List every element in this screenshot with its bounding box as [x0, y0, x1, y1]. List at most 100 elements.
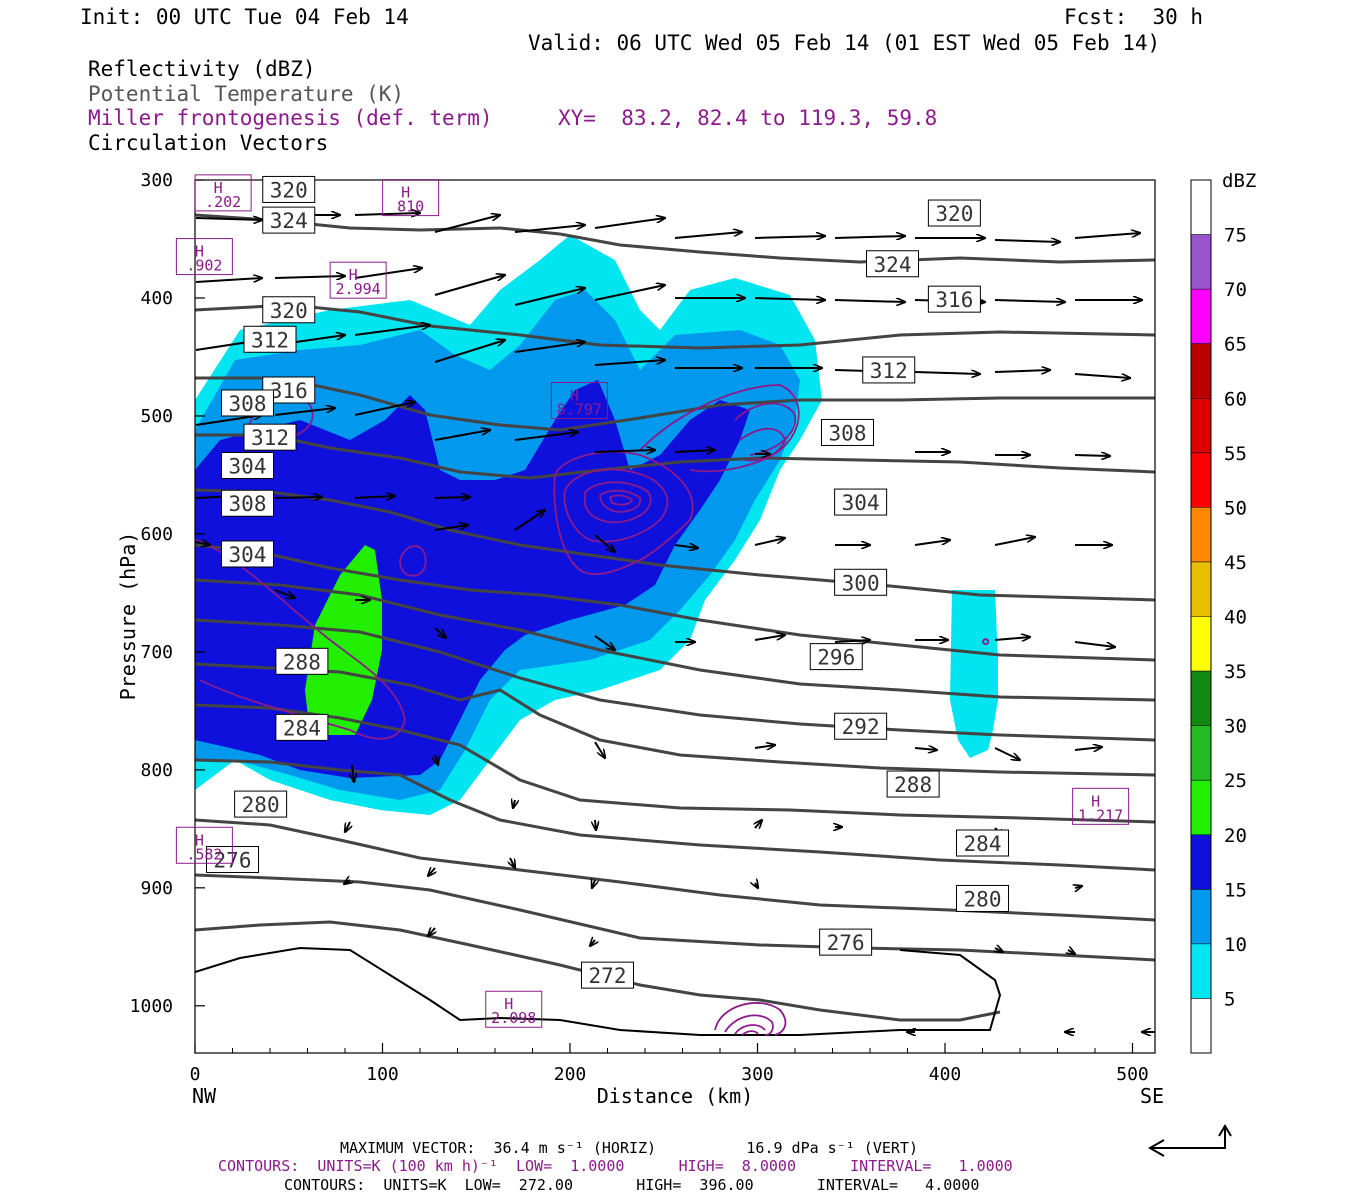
- theta-label-box: [221, 540, 274, 568]
- reflectivity-20dbz: [305, 545, 382, 735]
- theta-label: 320: [262, 296, 316, 324]
- frontogenesis-max-labels: H.202H810H.902H2.994H8.797H2.098H1.217H.…: [175, 174, 1130, 1028]
- colorbar-swatch: [1191, 725, 1211, 781]
- colorbar-swatch: [1191, 671, 1211, 726]
- theta-contour-bottom: [195, 946, 1002, 1036]
- x-tick-label: 500: [1116, 1064, 1149, 1085]
- circulation-vector: [754, 298, 825, 300]
- theta-label-box: [221, 389, 274, 417]
- theta-label-box: [927, 285, 981, 313]
- circulation-vector: [1074, 233, 1140, 239]
- circulation-vector: [994, 300, 1065, 302]
- se-label: SE: [1140, 1084, 1164, 1108]
- frontogenesis-max-box: [382, 179, 440, 217]
- circulation-vector: [594, 741, 605, 758]
- frontogenesis-max-h: H: [195, 243, 204, 261]
- theta-label: 280: [234, 790, 288, 818]
- theta-label-text: 288: [894, 773, 932, 797]
- theta-label: 324: [866, 250, 919, 278]
- theta-label: 288: [275, 647, 329, 675]
- theta-label-box: [819, 928, 873, 956]
- theta-label-text: 296: [817, 646, 855, 670]
- theta-label-text: 304: [229, 454, 267, 478]
- colorbar-swatch: [1191, 889, 1211, 944]
- theta-label-box: [262, 175, 316, 203]
- colorbar-level-label: 30: [1224, 716, 1247, 738]
- circulation-vectors: [195, 213, 1155, 1032]
- theta-label: 304: [834, 488, 888, 516]
- theta-label: 308: [221, 489, 274, 517]
- circulation-vector: [354, 268, 422, 279]
- theta-label-text: 292: [842, 715, 880, 739]
- theta-label-text: 312: [251, 328, 289, 352]
- frontogenesis-max-h: H: [214, 179, 223, 197]
- theta-label-box: [275, 713, 329, 741]
- circulation-vector: [994, 537, 1035, 546]
- circulation-vector: [595, 819, 596, 830]
- theta-label-box: [821, 418, 874, 446]
- frontogenesis-max-box: [329, 261, 387, 299]
- theta-label-text: 320: [270, 299, 308, 323]
- colorbar-level-label: 50: [1224, 497, 1247, 519]
- theta-contour-296: [195, 618, 1155, 742]
- theta-contour-272: [195, 920, 1001, 1022]
- circulation-vector: [674, 232, 742, 239]
- circulation-vector: [995, 948, 1003, 952]
- frontogenesis-max: H2.098: [485, 990, 543, 1028]
- frontogenesis-max-h: H: [401, 184, 410, 202]
- theta-label: 300: [834, 568, 888, 596]
- circulation-vector: [674, 545, 698, 548]
- plot-frame: [194, 179, 1156, 1054]
- colorbar-level-label: 35: [1224, 661, 1247, 683]
- frontogenesis-max-value: .202: [205, 193, 241, 211]
- frontogenesis-contour: [739, 427, 786, 462]
- frontogenesis-max-h: H: [1091, 792, 1100, 810]
- frontogenesis-max: H.202: [194, 174, 252, 212]
- circulation-vector: [195, 278, 262, 283]
- frontogenesis-max-value: 8.797: [557, 401, 602, 419]
- circulation-vector: [195, 218, 262, 220]
- colorbar-swatch: [1191, 507, 1211, 562]
- circulation-vector: [994, 747, 1020, 760]
- frontogenesis-contour: [608, 494, 634, 506]
- frontogenesis-contour: [195, 539, 406, 740]
- theta-label-box: [834, 568, 888, 596]
- theta-label-text: 284: [964, 832, 1002, 856]
- circulation-vector: [354, 496, 395, 498]
- circulation-vector: [994, 240, 1060, 242]
- frontogenesis-max-box: [1072, 787, 1130, 825]
- circulation-vector: [834, 640, 870, 642]
- circulation-vector: [514, 288, 585, 306]
- field-frontogenesis: Miller frontogenesis (def. term): [88, 106, 493, 130]
- x-axis-title: Distance (km): [597, 1084, 754, 1108]
- circulation-vector: [594, 218, 665, 229]
- theta-label-text: 304: [842, 491, 880, 515]
- theta-label-box: [956, 884, 1009, 912]
- theta-contour-280: [195, 818, 1155, 922]
- circulation-vector: [754, 538, 785, 546]
- frontogenesis-max-box: [194, 174, 252, 212]
- circulation-vector: [434, 627, 446, 638]
- circulation-vector: [994, 370, 1050, 372]
- cross-section-xy: XY= 83.2, 82.4 to 119.3, 59.8: [558, 106, 938, 130]
- circulation-vector: [274, 276, 345, 278]
- circulation-vector: [1068, 950, 1075, 954]
- colorbar-level-label: 5: [1224, 988, 1235, 1010]
- theta-label-text: 308: [829, 421, 867, 445]
- circulation-vector: [434, 275, 505, 296]
- y-tick-label: 300: [140, 170, 173, 191]
- circulation-vector: [514, 342, 585, 353]
- circulation-vector: [754, 236, 825, 238]
- colorbar-swatch: [1191, 943, 1211, 999]
- x-axis: 0 100 200 300 400 500: [190, 1043, 1149, 1085]
- circulation-vector: [755, 883, 758, 888]
- circulation-vector: [754, 745, 775, 748]
- theta-label-text: 304: [229, 543, 267, 567]
- circulation-vector: [354, 325, 430, 336]
- theta-label-box: [581, 961, 634, 989]
- frontogenesis-max-value: 2.994: [336, 280, 381, 298]
- theta-label-box: [262, 206, 316, 234]
- circulation-vector: [513, 800, 515, 808]
- frontogenesis-max-box: [485, 990, 543, 1028]
